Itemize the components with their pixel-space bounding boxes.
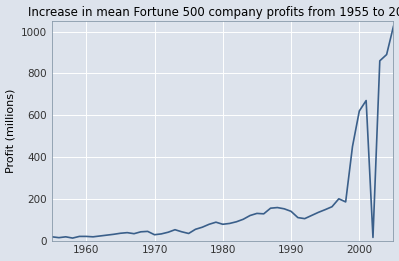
Y-axis label: Profit (millions): Profit (millions)	[6, 89, 16, 173]
Title: Increase in mean Fortune 500 company profits from 1955 to 2005: Increase in mean Fortune 500 company pro…	[28, 5, 399, 19]
